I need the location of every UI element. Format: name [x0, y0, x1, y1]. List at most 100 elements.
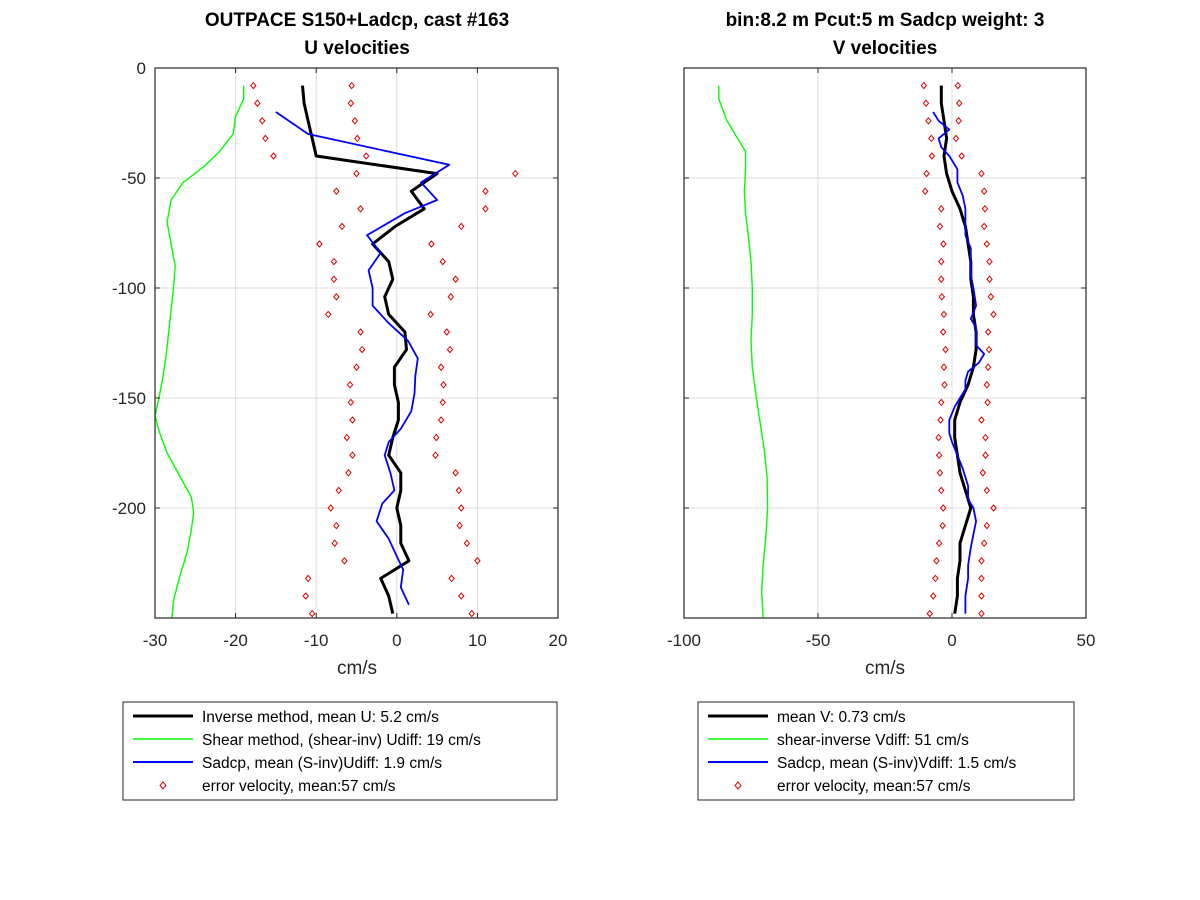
u-series-layer: [154, 81, 519, 619]
u-error-velocity-point: [304, 574, 312, 583]
u-error-velocity-point: [330, 257, 338, 266]
u-y-tick-label: -50: [121, 169, 146, 188]
v-error-velocity-point: [940, 240, 947, 248]
u-error-velocity-point: [353, 169, 360, 178]
u-error-velocity-point: [316, 240, 323, 248]
u-legend: Inverse method, mean U: 5.2 cm/s Shear m…: [122, 701, 558, 801]
u-grid: [155, 68, 558, 618]
v-x-axis-label: cm/s: [865, 658, 905, 679]
u-error-velocity-point: [474, 557, 481, 565]
u-x-tick-label: -30: [143, 631, 168, 650]
u-error-velocity-point: [343, 433, 351, 442]
u-error-velocity-point: [458, 222, 465, 231]
u-ticks: -30 -20 -10 0 10 200-50-100-150-200: [112, 59, 567, 650]
v-velocity-axes: bin:8.2 m Pcut:5 m Sadcp weight: 3 V vel…: [667, 10, 1095, 679]
u-x-tick-label: 10: [468, 631, 487, 650]
u-legend-label-inverse: Inverse method, mean U: 5.2 cm/s: [202, 709, 439, 726]
v-error-velocity-point: [978, 574, 985, 583]
u-x-tick-label: 20: [549, 631, 568, 650]
u-error-velocity-point: [432, 451, 439, 459]
u-error-velocity-point: [250, 81, 257, 90]
u-error-velocity-point: [331, 539, 338, 547]
u-error-velocity-point: [258, 117, 266, 125]
u-error-velocity-point: [354, 134, 361, 143]
v-error-velocity-point: [986, 275, 993, 283]
u-error-velocity-point: [351, 117, 359, 125]
u-error-velocity-point: [308, 609, 316, 618]
v-shear-line: [718, 85, 769, 619]
u-inverse-line: [301, 85, 439, 614]
u-x-tick-label: -20: [223, 631, 248, 650]
v-error-velocity-point: [986, 257, 993, 266]
v-error-velocity-point: [981, 205, 989, 213]
u-error-velocity-point: [439, 257, 447, 266]
v-error-velocity-point: [942, 345, 949, 354]
v-error-velocity-point: [936, 222, 944, 231]
u-error-velocity-point: [347, 99, 355, 107]
v-error-velocity-point: [984, 398, 991, 407]
v-error-velocity-point: [925, 117, 932, 125]
v-error-velocity-point: [980, 187, 988, 195]
v-error-velocity-point: [921, 187, 929, 195]
v-legend-marker-error: [734, 781, 742, 790]
u-error-velocity-point: [349, 451, 356, 459]
u-y-tick-label: -150: [112, 389, 146, 408]
v-error-velocity-point: [928, 152, 936, 160]
u-error-velocity-point: [452, 469, 459, 477]
u-error-velocity-point: [262, 134, 269, 143]
u-legend-box: [122, 701, 558, 801]
u-error-velocity-point: [428, 240, 435, 248]
v-error-velocity-point: [938, 257, 945, 266]
v-error-velocity-point: [932, 574, 939, 583]
v-error-velocity-point: [928, 134, 935, 143]
u-x-tick-label: -10: [304, 631, 329, 650]
u-error-velocity-point: [458, 504, 465, 512]
v-x-tick-label: 0: [947, 631, 956, 650]
u-error-velocity-point: [447, 293, 455, 301]
u-error-velocity-point: [440, 381, 447, 389]
u-error-velocity-point: [443, 328, 451, 336]
v-plot-subtitle: V velocities: [833, 38, 938, 59]
v-error-velocity-point: [985, 345, 993, 354]
v-plot-title: bin:8.2 m Pcut:5 m Sadcp weight: 3: [726, 10, 1045, 31]
u-error-velocity-point: [468, 609, 476, 618]
u-error-velocity-point: [452, 275, 459, 283]
u-shear-line: [154, 85, 245, 619]
v-ticks: -100 -50 0 50: [667, 67, 1095, 650]
u-error-velocity-point: [512, 169, 519, 178]
u-error-velocity-point: [362, 152, 370, 160]
v-error-velocity-point: [978, 416, 985, 424]
u-sadcp-line: [275, 111, 451, 606]
u-error-velocity-point: [427, 310, 434, 319]
v-error-velocity-point: [987, 293, 995, 301]
v-legend-label-shear: shear-inverse Vdiff: 51 cm/s: [777, 732, 969, 749]
u-plot-title: OUTPACE S150+Ladcp, cast #163: [205, 10, 509, 31]
u-error-velocity-point: [341, 557, 348, 565]
v-legend: mean V: 0.73 cm/s shear-inverse Vdiff: 5…: [697, 701, 1075, 801]
u-error-velocity-point: [335, 486, 343, 495]
u-error-velocity-point: [346, 381, 354, 389]
u-error-velocity-point: [482, 205, 489, 213]
v-error-velocity-point: [938, 486, 945, 495]
u-error-velocity-point: [463, 539, 471, 547]
v-legend-label-sadcp: Sadcp, mean (S-inv)Vdiff: 1.5 cm/s: [777, 755, 1016, 772]
u-velocity-axes: OUTPACE S150+Ladcp, cast #163 U velociti…: [112, 10, 567, 679]
v-error-velocity-point: [938, 293, 946, 301]
v-error-velocity-point: [980, 222, 988, 231]
v-error-velocity-point: [980, 539, 988, 547]
u-error-velocity-point: [357, 328, 364, 336]
v-error-velocity-point: [990, 310, 997, 319]
v-error-velocity-point: [922, 99, 930, 107]
v-error-velocity-point: [978, 169, 985, 178]
v-error-velocity-point: [978, 592, 985, 600]
v-inverse-line: [939, 85, 978, 614]
u-legend-label-shear: Shear method, (shear-inv) Udiff: 19 cm/s: [202, 732, 481, 749]
v-error-velocity-point: [935, 539, 943, 547]
u-x-axis-label: cm/s: [337, 658, 377, 679]
v-error-velocity-point: [984, 328, 992, 336]
v-error-velocity-point: [938, 275, 945, 283]
v-sadcp-line: [932, 111, 986, 614]
v-error-velocity-point: [954, 81, 962, 90]
v-error-velocity-point: [936, 469, 944, 477]
u-error-velocity-point: [433, 433, 440, 442]
